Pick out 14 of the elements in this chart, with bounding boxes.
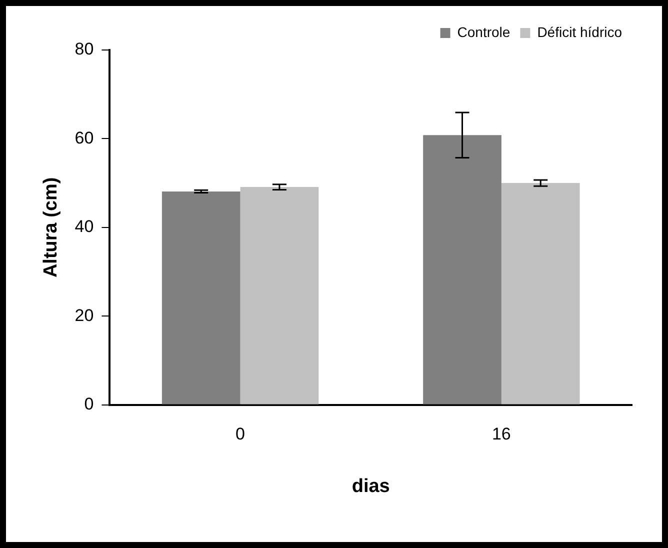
bar	[240, 187, 319, 404]
bar	[162, 191, 240, 404]
y-tick-label: 20	[74, 306, 94, 325]
x-axis-title: dias	[352, 476, 390, 497]
y-tick-label: 80	[74, 40, 94, 59]
legend-label: Déficit hídrico	[537, 24, 622, 40]
legend-label: Controle	[457, 24, 510, 40]
y-tick-label: 0	[84, 394, 94, 414]
bar	[423, 135, 502, 404]
x-tick-label: 16	[492, 424, 511, 444]
y-tick-label: 60	[74, 128, 94, 148]
bar	[501, 183, 580, 404]
y-tick-label: 40	[74, 217, 94, 236]
y-axis-title: Altura (cm)	[40, 177, 62, 278]
